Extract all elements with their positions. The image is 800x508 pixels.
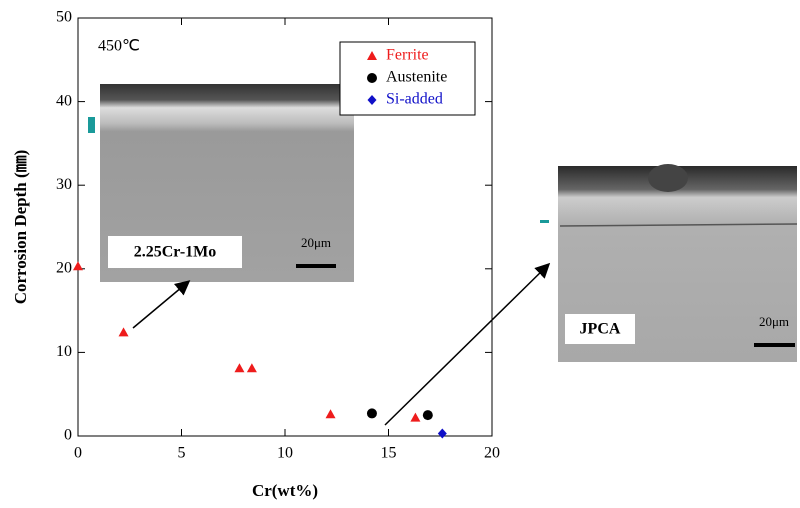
legend-label: Ferrite — [386, 47, 429, 64]
arrow — [133, 282, 188, 328]
marker-triangle — [119, 327, 129, 336]
x-tick-label: 15 — [381, 445, 397, 462]
teal-mark — [540, 220, 549, 223]
marker-triangle — [247, 363, 257, 372]
y-tick-label: 0 — [64, 427, 72, 444]
annotation: 450℃ — [98, 38, 140, 55]
marker-triangle — [326, 409, 336, 418]
x-tick-label: 5 — [178, 445, 186, 462]
y-tick-label: 10 — [56, 343, 72, 360]
x-tick-label: 20 — [484, 445, 500, 462]
x-tick-label: 10 — [277, 445, 293, 462]
marker-triangle — [410, 413, 420, 422]
legend-label: Si-added — [386, 91, 443, 108]
y-tick-label: 20 — [56, 259, 72, 276]
marker-circle — [367, 73, 377, 83]
scale-label: 20μm — [759, 314, 789, 329]
x-tick-label: 0 — [74, 445, 82, 462]
chart: 2.25Cr-1Mo 20μm JPCA 20μm 450℃ Cr(wt%) C… — [0, 0, 800, 508]
marker-triangle — [73, 261, 83, 270]
marker-circle — [367, 408, 377, 418]
inset-label: JPCA — [580, 321, 621, 338]
inset-image-ferritic: 2.25Cr-1Mo 20μm — [100, 84, 354, 282]
legend-label: Austenite — [386, 69, 447, 86]
y-axis-label: Corrosion Depth (㎜) — [11, 150, 30, 305]
y-tick-label: 30 — [56, 176, 72, 193]
y-tick-label: 50 — [56, 9, 72, 26]
teal-mark — [88, 117, 95, 133]
inset-label: 2.25Cr-1Mo — [134, 244, 217, 261]
inset-image-jpca: JPCA 20μm — [558, 164, 797, 362]
marker-triangle — [234, 363, 244, 372]
marker-circle — [423, 410, 433, 420]
y-tick-label: 40 — [56, 92, 72, 109]
scale-label: 20μm — [301, 235, 331, 250]
marker-diamond — [438, 428, 447, 438]
arrow — [385, 265, 548, 425]
x-axis-label: Cr(wt%) — [252, 481, 318, 500]
